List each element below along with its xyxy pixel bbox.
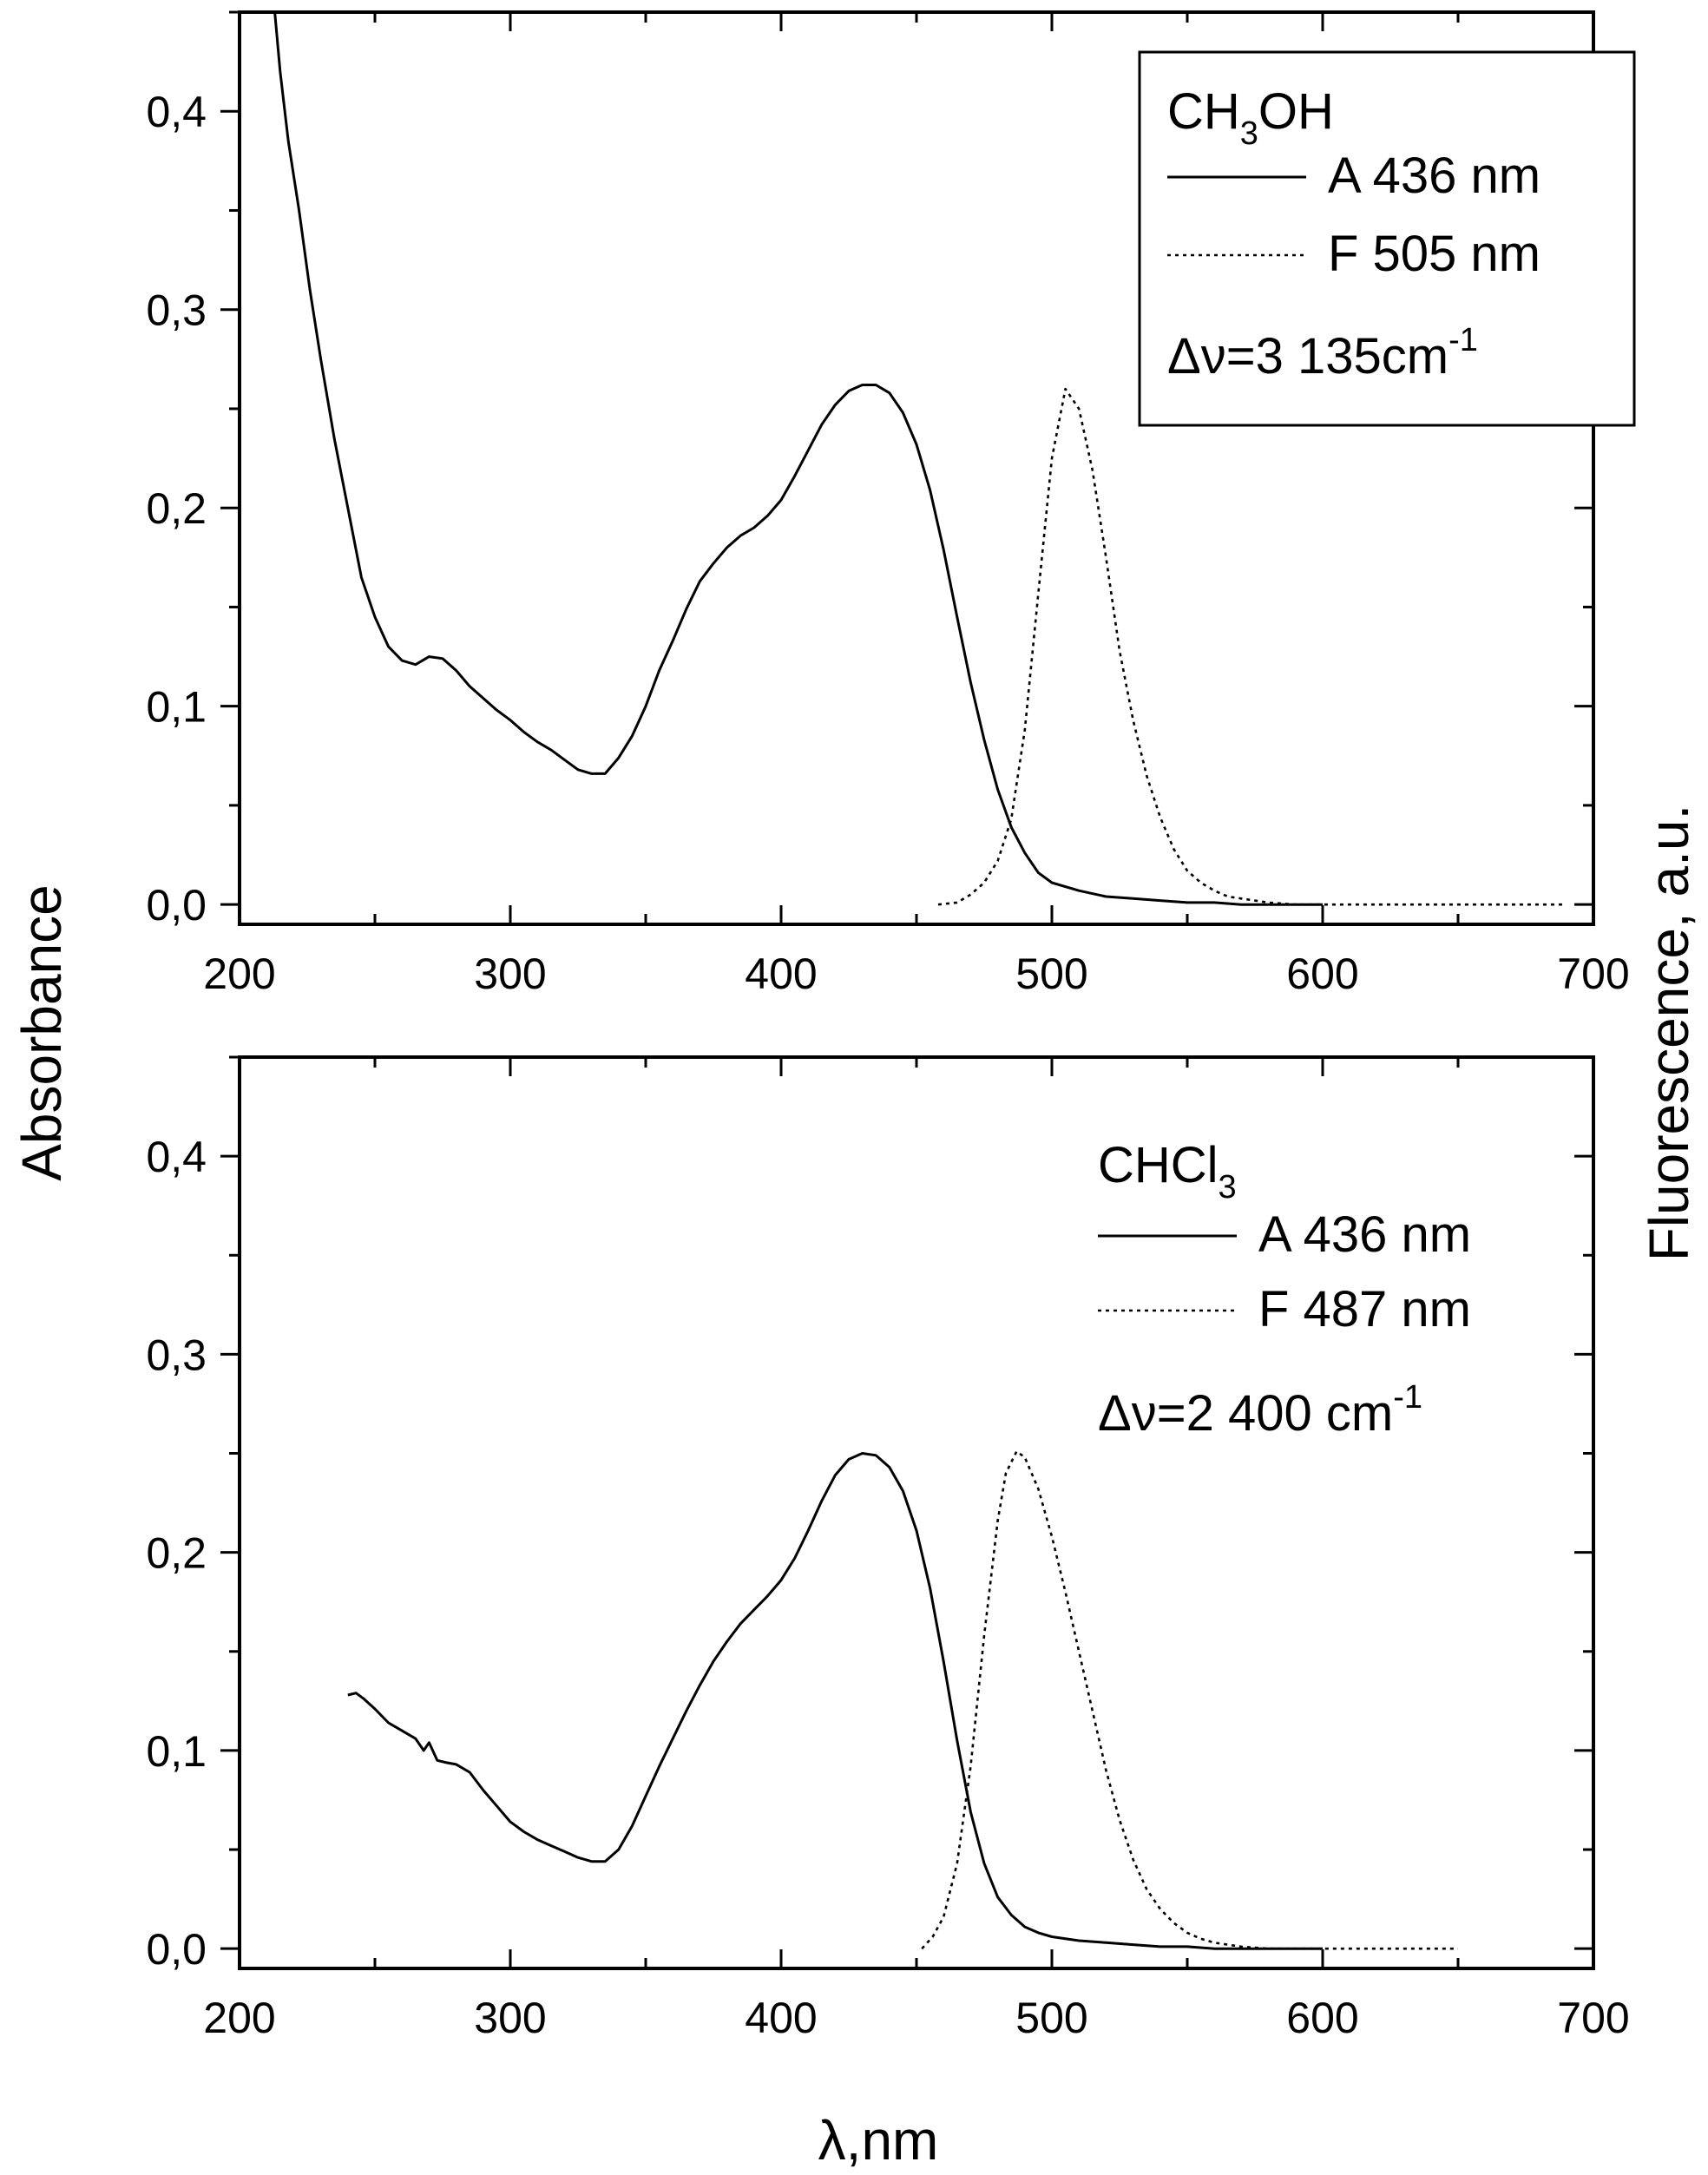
x-tick-label: 600 — [1286, 1994, 1358, 2042]
legend-entry-fluorescence: F 487 nm — [1258, 1281, 1471, 1337]
fluorescence-series-line — [921, 1449, 1458, 1950]
x-tick-label: 700 — [1557, 950, 1629, 998]
y-tick-label: 0,3 — [146, 286, 207, 335]
y-axis-label-left: Absorbance — [10, 884, 73, 1181]
absorbance-series-line — [347, 1452, 1323, 1950]
x-tick-label: 300 — [474, 950, 546, 998]
legend: CHCl3 A 436 nm F 487 nm Δν=2 400 cm-1 — [1098, 1137, 1471, 1442]
chart-panel: 200 300 400 500 600 700 0,0 0,1 0,2 0,3 0,4 CH3OHA … — [146, 10, 1636, 998]
y-tick-label: 0,4 — [146, 88, 207, 136]
legend-solvent: CHCl3 — [1098, 1137, 1237, 1206]
x-tick-label: 700 — [1557, 1994, 1629, 2042]
absorbance-series-line — [273, 12, 1323, 906]
y-axis-label-right: Fluorescence, a.u. — [1638, 805, 1700, 1262]
y-tick-label: 0,4 — [146, 1133, 207, 1181]
y-tick-label: 0,3 — [146, 1331, 207, 1379]
y-tick-label: 0,2 — [146, 1529, 207, 1578]
legend-box — [1138, 50, 1636, 427]
y-tick-label: 0,1 — [146, 683, 207, 732]
x-tick-label: 200 — [203, 950, 275, 998]
plot-frame — [238, 1055, 1595, 1970]
y-tick-label: 0,0 — [146, 1925, 207, 1974]
y-tick-label: 0,2 — [146, 484, 207, 533]
x-tick-label: 600 — [1286, 950, 1358, 998]
legend-stokes-shift: Δν=3 135cm-1 — [1167, 322, 1478, 384]
chart-panel: 200 300 400 500 600 700 0,0 0,1 0,2 0,3 0,4 CHCl3 A … — [146, 1055, 1630, 2042]
x-tick-label: 500 — [1015, 1994, 1087, 2042]
x-tick-label: 400 — [745, 1994, 817, 2042]
y-tick-label: 0,1 — [146, 1727, 207, 1776]
fluorescence-series-line — [937, 387, 1567, 906]
x-axis-label: λ,nm — [818, 2109, 939, 2172]
legend-entry-absorbance: A 436 nm — [1328, 148, 1540, 204]
x-tick-label: 400 — [745, 950, 817, 998]
legend-entry-absorbance: A 436 nm — [1258, 1206, 1471, 1263]
x-tick-label: 500 — [1015, 950, 1087, 998]
y-tick-label: 0,0 — [146, 881, 207, 930]
legend-stokes-shift: Δν=2 400 cm-1 — [1098, 1379, 1422, 1442]
x-tick-label: 200 — [203, 1994, 275, 2042]
x-tick-label: 300 — [474, 1994, 546, 2042]
legend-solvent: CH3OH — [1167, 83, 1334, 152]
legend-entry-fluorescence: F 505 nm — [1328, 226, 1540, 282]
